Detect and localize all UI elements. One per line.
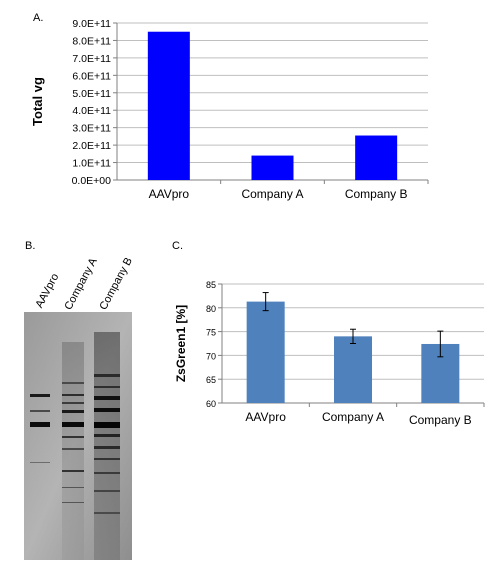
y-tick-label: 7.0E+11 (72, 53, 111, 65)
bar-company-a (251, 155, 294, 180)
gel-lane-aavpro (30, 394, 50, 463)
panel-c-label: C. (172, 240, 183, 252)
x-tick-label-company-b: Company B (345, 187, 408, 201)
y-tick-label: 9.0E+11 (72, 18, 111, 30)
y-tick-label: 2.0E+11 (72, 140, 111, 152)
y-tick-label: 70 (206, 351, 216, 361)
y-tick-label: 4.0E+11 (72, 105, 111, 117)
y-tick-label: 60 (206, 399, 216, 409)
lane-label-company-a: Company A (62, 256, 100, 312)
y-tick-label: 75 (206, 328, 216, 338)
bar-aavpro (246, 301, 285, 403)
y-tick-label: 6.0E+11 (72, 70, 111, 82)
x-tick-label-company-a: Company A (241, 187, 303, 201)
y-axis-label: Total vg (30, 77, 45, 126)
panel-a-label: A. (33, 12, 44, 24)
bar-company-a (334, 336, 372, 403)
lane-label-company-b: Company B (97, 255, 135, 312)
bar-company-b (355, 135, 398, 180)
x-tick-label-aavpro: AAVpro (149, 187, 190, 201)
y-axis-label: ZsGreen1 [%] (174, 305, 188, 382)
y-tick-label: 85 (206, 280, 216, 290)
x-tick-label-company-b: Company B (409, 413, 472, 427)
panel-b-label: B. (25, 240, 36, 252)
lane-label-aavpro: AAVpro (33, 271, 62, 310)
y-tick-label: 0.0E+00 (72, 175, 112, 187)
chart-a-total-vg: 0.0E+00 1.0E+11 2.0E+11 3.0E+11 4.0E+11 5.0E+… (30, 18, 429, 201)
y-tick-label: 3.0E+11 (72, 123, 111, 135)
y-tick-label: 5.0E+11 (72, 88, 111, 100)
bar-aavpro (147, 31, 190, 180)
gel-lane-company-a (62, 342, 84, 560)
y-tick-label: 65 (206, 375, 216, 385)
gel-lane-company-b (94, 332, 120, 560)
y-tick-label: 80 (206, 304, 216, 314)
chart-c-zsgreen1: 60 65 70 75 80 85 ZsGreen1 [%] AAVpro Company A C… (174, 280, 485, 427)
y-tick-label: 1.0E+11 (72, 158, 111, 170)
x-tick-label-aavpro: AAVpro (245, 410, 286, 424)
gel-image (24, 312, 132, 560)
y-tick-label: 8.0E+11 (72, 35, 111, 47)
x-tick-label-company-a: Company A (322, 410, 384, 424)
